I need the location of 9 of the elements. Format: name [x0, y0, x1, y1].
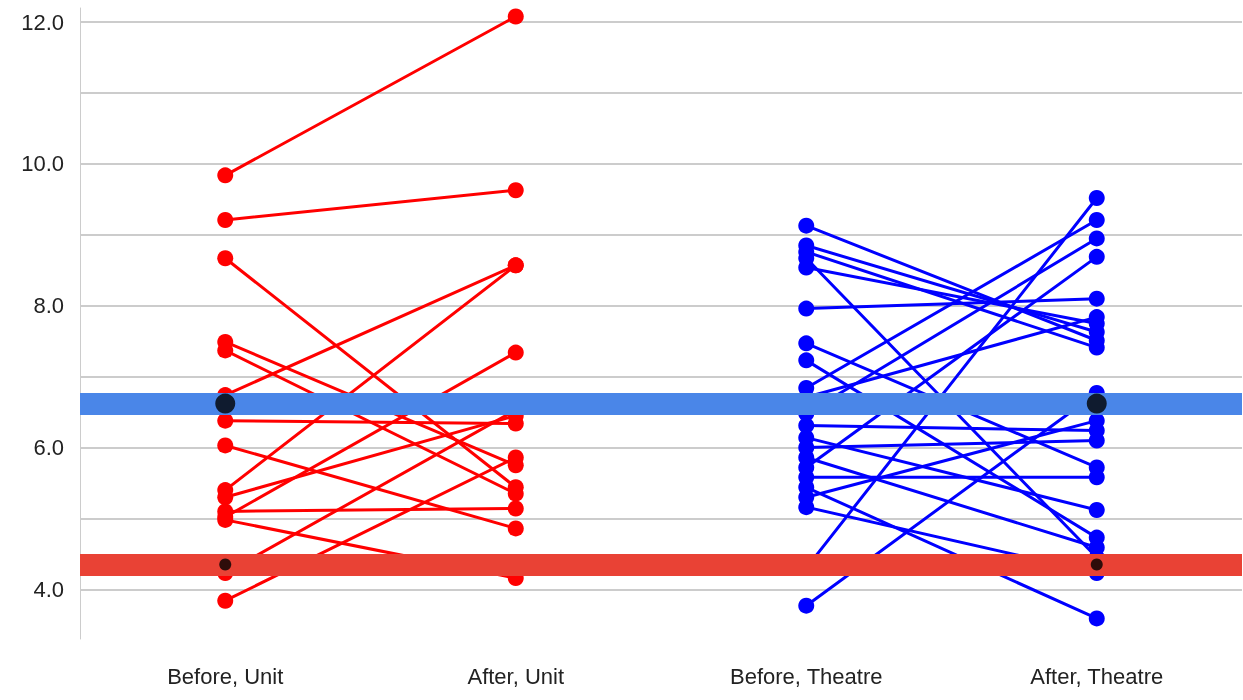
- y-tick-label: 8.0: [33, 293, 64, 319]
- x-tick-label: Before, Theatre: [730, 663, 883, 689]
- y-tick-label: 12.0: [21, 9, 64, 35]
- y-tick-label: 10.0: [21, 151, 64, 177]
- x-tick-label: Before, Unit: [167, 663, 284, 689]
- y-tick-label: 6.0: [33, 435, 64, 461]
- y-tick-label: 4.0: [33, 576, 64, 602]
- x-tick-label: After, Theatre: [1030, 663, 1164, 689]
- x-tick-label: After, Unit: [467, 663, 565, 689]
